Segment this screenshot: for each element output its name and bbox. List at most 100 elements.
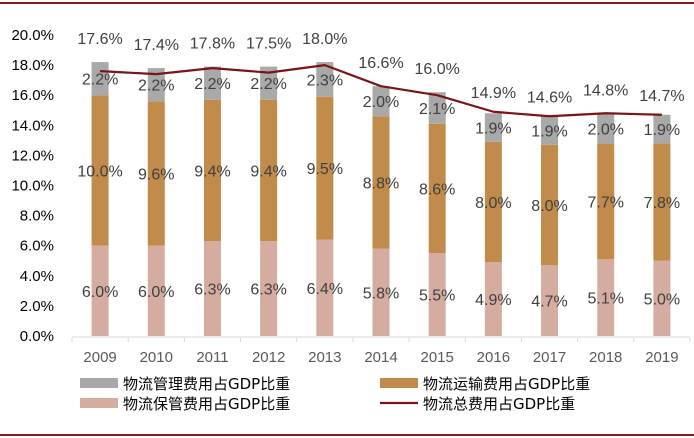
legend-swatch [80,378,118,388]
y-tick-label: 16.0% [11,87,54,104]
total-line-series [99,63,663,118]
transport-cost-bar [653,143,671,261]
y-tick-label: 12.0% [11,147,54,164]
management-cost-bar [484,113,502,142]
total-cost-label: 14.7% [639,88,684,105]
storage-cost-label: 6.3% [194,282,230,299]
total-cost-label: 14.9% [471,85,516,102]
data-labels: 6.0% 10.0% 2.2% 6.0% 9.6% 2.2% 6.3% 9.4% 2.2% 6.3… [77,31,684,311]
storage-cost-bar [203,241,221,336]
storage-cost-label: 5.8% [363,285,399,302]
y-axis: 0.0% 2.0% 4.0% 6.0% 8.0% 10.0% 12.0% 14.0% 16.0%… [11,27,54,345]
total-cost-label: 14.8% [583,82,628,99]
total-cost-label: 16.0% [414,61,459,78]
storage-cost-bar [260,241,278,336]
management-cost-label: 2.2% [82,72,118,89]
transport-cost-bar [91,95,109,246]
legend-item-transport: 物流运输费用占GDP比重 [380,375,590,393]
x-tick-label: 2013 [308,349,341,366]
storage-cost-bar [372,248,390,336]
transport-cost-label: 10.0% [77,163,122,180]
management-cost-bar [147,68,165,102]
storage-cost-bar [428,253,446,336]
storage-cost-bar [541,265,559,336]
x-axis: 2009 2010 2011 2012 2013 2014 2015 2016 2017 2018… [71,336,691,366]
management-cost-bar [203,66,221,100]
y-tick-label: 14.0% [11,117,54,134]
legend-label: 物流保管费用占GDP比重 [123,395,290,413]
management-cost-bar [372,86,390,117]
storage-cost-bar [316,239,334,336]
management-cost-label: 2.2% [250,76,286,93]
legend-item-total: 物流总费用占GDP比重 [380,395,575,413]
transport-cost-label: 9.4% [250,163,286,180]
y-tick-label: 4.0% [20,268,54,285]
total-cost-label: 17.4% [134,37,179,54]
transport-cost-label: 9.6% [138,166,174,183]
management-cost-label: 1.9% [644,122,680,139]
management-cost-label: 2.3% [307,72,343,89]
x-tick-label: 2010 [140,349,173,366]
total-cost-label: 17.6% [77,31,122,48]
management-cost-bar [428,92,446,124]
x-tick-label: 2011 [196,349,228,366]
storage-cost-label: 5.1% [587,291,623,308]
storage-cost-label: 4.7% [531,294,567,311]
y-tick-label: 10.0% [11,178,54,195]
storage-cost-label: 5.0% [644,291,680,308]
storage-cost-label: 4.9% [475,292,511,309]
legend-swatch [80,398,118,408]
x-tick-label: 2016 [477,349,510,366]
management-cost-label: 2.0% [587,121,623,138]
transport-cost-bar [484,141,502,263]
management-cost-bar [597,113,615,144]
x-tick-label: 2015 [420,349,453,366]
storage-cost-bar [597,259,615,336]
storage-cost-label: 6.0% [82,284,118,301]
storage-cost-label: 5.5% [419,288,455,305]
transport-cost-label: 7.8% [644,195,680,212]
storage-cost-bar [147,245,165,336]
transport-cost-bar [428,123,446,254]
transport-cost-label: 9.4% [194,163,230,180]
management-cost-label: 1.9% [475,121,511,138]
transport-cost-label: 8.6% [419,182,455,199]
total-cost-label: 18.0% [302,31,347,48]
storage-cost-label: 6.4% [307,281,343,298]
transport-cost-label: 7.7% [587,194,623,211]
y-tick-label: 20.0% [11,27,54,44]
transport-cost-bar [597,143,615,260]
x-tick-label: 2012 [252,349,285,366]
total-cost-label: 16.6% [358,55,403,72]
bottom-border-line [0,434,694,436]
management-cost-bar [653,114,671,144]
transport-cost-bar [316,96,334,240]
storage-cost-bar [91,245,109,336]
legend-label: 物流运输费用占GDP比重 [423,375,590,393]
transport-cost-bar [260,99,278,242]
x-tick-label: 2009 [83,349,116,366]
x-tick-label: 2018 [589,349,622,366]
transport-cost-bar [203,99,221,242]
management-cost-label: 2.1% [419,101,455,118]
transport-cost-label: 8.0% [531,198,567,215]
total-cost-label: 17.8% [190,36,235,53]
storage-cost-label: 6.3% [250,282,286,299]
management-cost-label: 2.0% [363,94,399,111]
storage-cost-label: 6.0% [138,284,174,301]
x-tick-label: 2017 [533,349,566,366]
bars [91,62,671,336]
y-tick-label: 18.0% [11,57,54,74]
y-tick-label: 2.0% [20,298,54,315]
management-cost-label: 2.2% [194,76,230,93]
transport-cost-bar [541,144,559,266]
y-tick-label: 8.0% [20,208,54,225]
legend-label: 物流总费用占GDP比重 [423,395,575,413]
x-tick-label: 2014 [364,349,397,366]
transport-cost-bar [372,116,390,249]
management-cost-bar [541,116,559,145]
management-cost-label: 1.9% [531,124,567,141]
management-cost-label: 2.2% [138,78,174,95]
